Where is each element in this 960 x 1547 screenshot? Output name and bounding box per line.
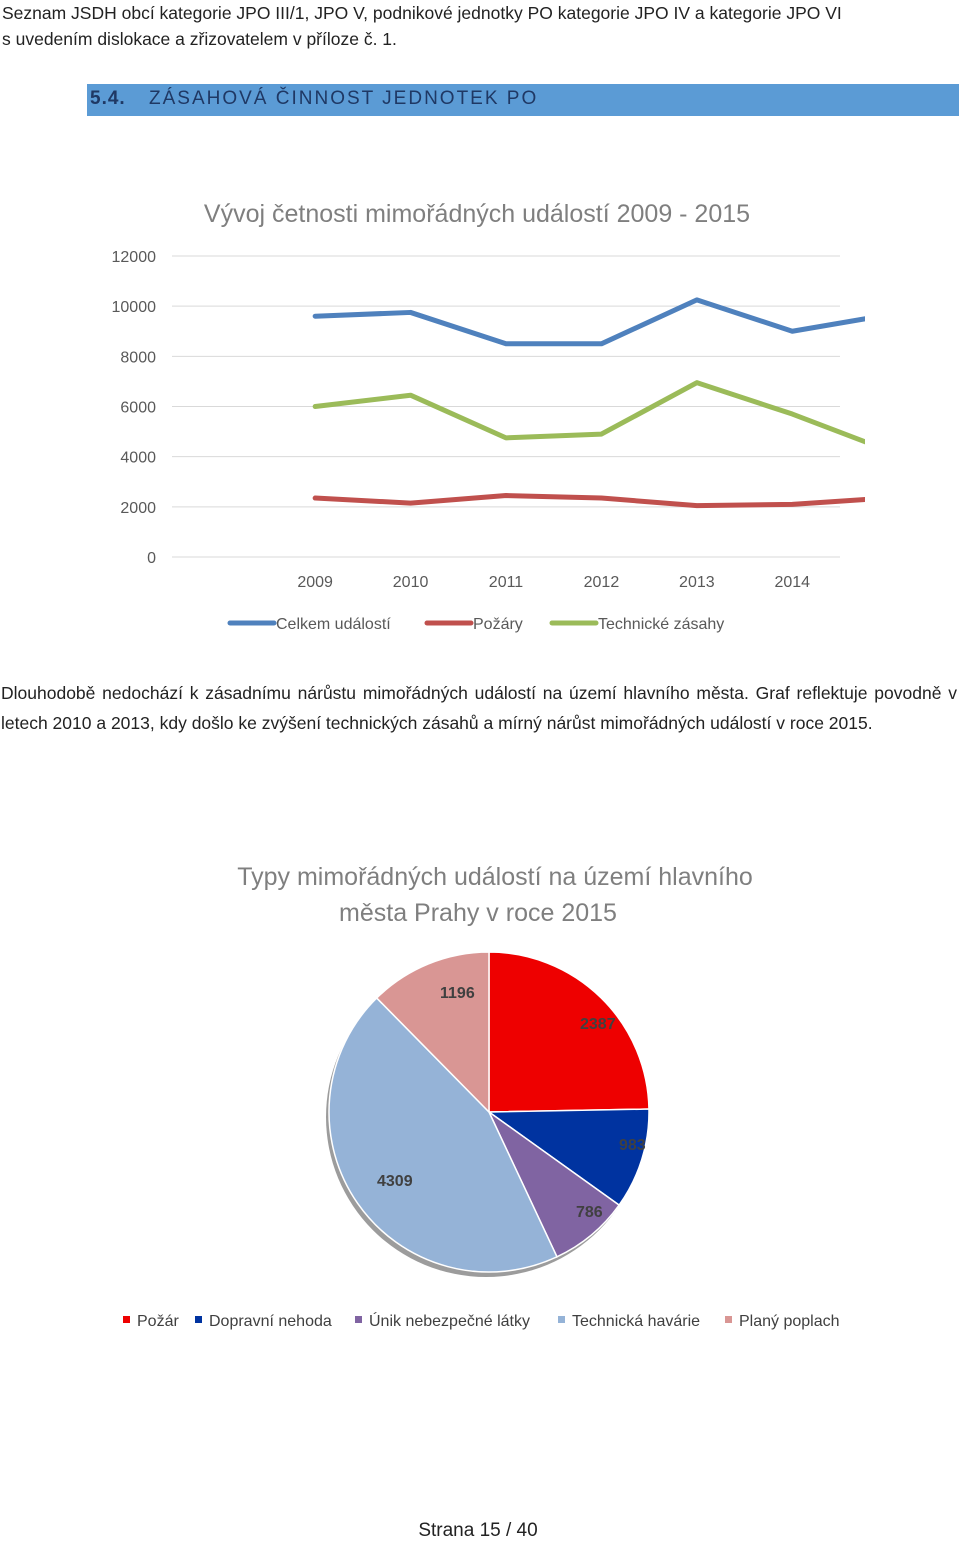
chart-title: Vývoj četnosti mimořádných událostí 2009… xyxy=(204,200,750,228)
x-tick-label: 2009 xyxy=(297,574,333,591)
header-line-2: s uvedením dislokace a zřizovatelem v př… xyxy=(2,29,397,49)
pie-data-label: 2387 xyxy=(580,1016,616,1033)
pie-data-label: 4309 xyxy=(377,1173,413,1190)
y-tick-label: 8000 xyxy=(120,349,156,366)
section-heading: 5.4. ZÁSAHOVÁ ČINNOST JEDNOTEK PO xyxy=(87,84,959,116)
y-tick-label: 4000 xyxy=(120,450,156,467)
pie-legend-label: Planý poplach xyxy=(739,1313,840,1330)
pie-legend-label: Požár xyxy=(137,1313,179,1330)
legend-marker xyxy=(355,1316,362,1323)
line-chart: Vývoj četnosti mimořádných událostí 2009… xyxy=(112,200,865,633)
legend-marker xyxy=(123,1316,130,1323)
series-line-0 xyxy=(312,297,865,347)
x-tick-label: 2014 xyxy=(774,574,810,591)
series-line-2 xyxy=(312,380,865,445)
pie-chart: Typy mimořádných událostí na území hlavn… xyxy=(123,863,840,1330)
y-tick-label: 12000 xyxy=(112,249,157,266)
section-title: ZÁSAHOVÁ ČINNOST JEDNOTEK PO xyxy=(149,88,539,109)
y-tick-label: 10000 xyxy=(112,299,157,316)
pie-data-label: 983 xyxy=(619,1137,646,1154)
legend-label: Technické zásahy xyxy=(598,616,724,633)
y-tick-label: 2000 xyxy=(120,500,156,517)
header-line-1: Seznam JSDH obcí kategorie JPO III/1, JP… xyxy=(2,3,842,23)
y-tick-label: 0 xyxy=(147,550,156,567)
legend-marker xyxy=(725,1316,732,1323)
pie-slice-3 xyxy=(328,996,558,1273)
x-tick-label: 2013 xyxy=(679,574,715,591)
legend-marker xyxy=(195,1316,202,1323)
pie-legend-label: Únik nebezpečné látky xyxy=(369,1311,530,1330)
page-number: Strana 15 / 40 xyxy=(418,1520,538,1541)
pie-slice-1 xyxy=(486,1108,650,1207)
pie-slice-4 xyxy=(375,951,490,1114)
pie-slice-0 xyxy=(488,951,650,1113)
pie-title-line-1: Typy mimořádných událostí na území hlavn… xyxy=(237,863,753,891)
series-line-1 xyxy=(312,493,865,509)
legend-marker xyxy=(558,1316,565,1323)
pie-legend-label: Technická havárie xyxy=(572,1313,700,1330)
pie-data-label: 1196 xyxy=(440,985,475,1002)
legend-label: Celkem událostí xyxy=(276,616,391,633)
x-tick-label: 2010 xyxy=(393,574,429,591)
x-tick-label: 2011 xyxy=(489,574,524,591)
section-number: 5.4. xyxy=(90,88,126,109)
pie-legend-label: Dopravní nehoda xyxy=(209,1313,332,1330)
body-paragraph: Dlouhodobě nedochází k zásadnímu nárůstu… xyxy=(1,683,957,733)
y-tick-label: 6000 xyxy=(120,400,156,417)
page-header: Seznam JSDH obcí kategorie JPO III/1, JP… xyxy=(2,0,952,52)
legend-label: Požáry xyxy=(473,616,523,633)
x-tick-label: 2012 xyxy=(584,574,620,591)
pie-title-line-2: města Prahy v roce 2015 xyxy=(339,899,617,927)
pie-data-label: 786 xyxy=(576,1204,603,1221)
